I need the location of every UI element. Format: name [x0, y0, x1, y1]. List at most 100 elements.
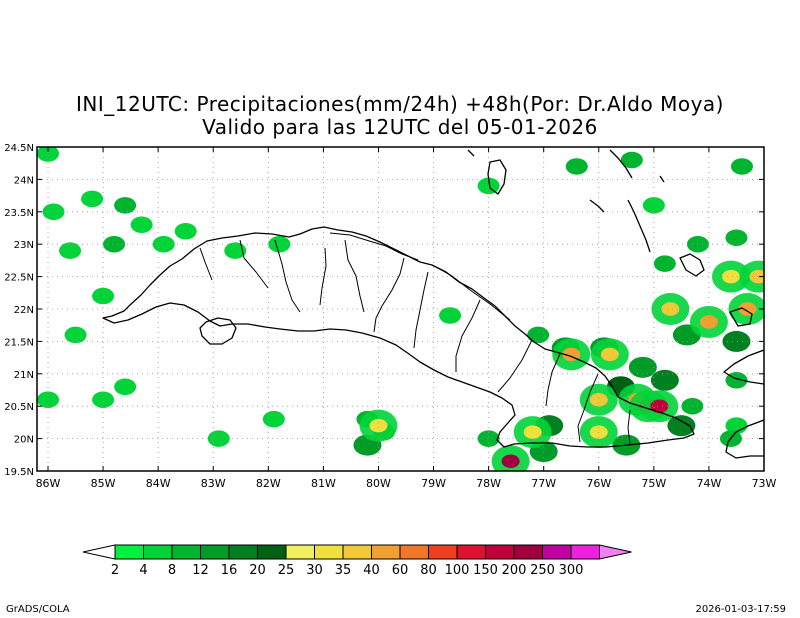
precip-cell: [92, 287, 115, 305]
lon-tick-label: 81W: [311, 477, 336, 490]
precip-cell: [114, 378, 137, 396]
legend-label: 80: [420, 563, 437, 578]
lon-tick-label: 76W: [586, 477, 611, 490]
cay-sal-coastline: [467, 149, 665, 183]
inagua-coastline: [729, 307, 753, 327]
legend-label: 8: [168, 563, 176, 578]
lat-tick-label: 19.5N: [4, 467, 34, 478]
legend-swatch: [171, 544, 201, 560]
legend-swatch: [200, 544, 230, 560]
precip-cell: [562, 347, 581, 362]
lat-tick-label: 24.5N: [4, 143, 34, 154]
precip-cell: [439, 307, 462, 324]
legend-label: 40: [363, 563, 380, 578]
precip-cell: [114, 197, 137, 214]
lon-tick-label: 86W: [36, 477, 61, 490]
ragged-coastline: [589, 199, 605, 213]
precip-cell: [650, 399, 669, 413]
legend-swatch: [114, 544, 144, 560]
precip-cell: [523, 425, 542, 439]
exuma-coastline: [609, 149, 633, 179]
lat-tick-label: 20N: [14, 435, 34, 446]
precip-cell: [369, 418, 388, 433]
lon-tick-label: 73W: [752, 477, 777, 490]
legend-swatch: [570, 544, 600, 560]
precip-cell: [730, 158, 753, 175]
legend-label: 30: [306, 563, 323, 578]
precip-cell: [642, 197, 665, 214]
precipitation-field: [37, 147, 764, 471]
legend-label: 2: [111, 563, 119, 578]
lat-tick-label: 21.5N: [4, 337, 34, 348]
precip-cell: [262, 410, 285, 428]
precip-cell: [589, 392, 608, 407]
precip-cell: [92, 391, 115, 408]
precip-cell: [722, 330, 751, 352]
lat-tick-label: 22.5N: [4, 273, 34, 284]
precip-cell: [37, 391, 60, 408]
legend-label: 300: [559, 563, 584, 578]
precip-cell: [667, 415, 696, 437]
legend-swatch: [257, 544, 287, 560]
lat-tick-label: 20.5N: [4, 402, 34, 413]
lon-tick-label: 83W: [201, 477, 226, 490]
lat-tick-label: 21N: [14, 370, 34, 381]
lon-tick-label: 80W: [366, 477, 391, 490]
lat-lon-grid: [37, 147, 764, 471]
precip-cell: [620, 151, 643, 169]
legend-over-arrow: [599, 544, 632, 560]
legend-swatch: [314, 544, 344, 560]
precipitation-legend: 2 4 8 12 16 20 25 30 35 40 60 80 100 150 200 250 300: [82, 544, 632, 578]
cays-north: [329, 232, 511, 321]
long-island-coastline: [627, 199, 651, 253]
precip-cell: [501, 454, 520, 469]
legend-label: 16: [221, 563, 238, 578]
lon-tick-label: 85W: [91, 477, 116, 490]
precip-cell: [130, 216, 153, 234]
legend-swatch: [542, 544, 572, 560]
hispaniola-north-coastline: [723, 349, 764, 385]
precip-cell: [268, 235, 291, 253]
legend-label: 200: [502, 563, 527, 578]
legend-label: 4: [139, 563, 147, 578]
legend-label: 60: [392, 563, 409, 578]
precip-cell: [661, 302, 680, 316]
acklins-coastline: [679, 253, 705, 277]
legend-swatch: [485, 544, 515, 560]
legend-label: 12: [192, 563, 209, 578]
map-subtitle: Valido para las 12UTC del 05-01-2026: [202, 115, 598, 139]
legend-swatch: [513, 544, 543, 560]
precip-cell: [174, 222, 197, 240]
lat-tick-label: 23.5N: [4, 208, 34, 219]
legend-label: 25: [278, 563, 295, 578]
cuba-coastline: [102, 226, 695, 448]
lon-tick-label: 78W: [476, 477, 501, 490]
precip-cell: [42, 203, 65, 221]
precip-cell: [628, 356, 657, 378]
legend-swatch: [228, 544, 258, 560]
precip-cell: [749, 269, 764, 284]
lon-tick-label: 84W: [146, 477, 171, 490]
precip-cell: [81, 190, 104, 208]
precip-cell: [565, 158, 588, 175]
precip-cell: [477, 177, 500, 195]
legend-swatch: [342, 544, 372, 560]
legend-swatch: [371, 544, 401, 560]
legend-swatch: [143, 544, 173, 560]
precip-cell: [152, 235, 175, 253]
precip-cell: [37, 147, 60, 162]
legend-swatch: [285, 544, 315, 560]
lat-tick-label: 23N: [14, 240, 34, 251]
legend-label: 20: [249, 563, 266, 578]
precip-cell: [207, 430, 230, 447]
precip-cell: [650, 369, 679, 391]
precip-cell: [477, 430, 500, 447]
lon-tick-label: 75W: [641, 477, 666, 490]
legend-label: 250: [530, 563, 555, 578]
grads-credit: GrADS/COLA: [6, 604, 70, 615]
axis-ticks: 86W 85W 84W 83W 82W 81W 80W 79W 78W 77W 76W 75W 74W 7…: [4, 143, 776, 490]
timestamp: 2026-01-03-17:59: [695, 604, 786, 615]
hispaniola-coastline: [725, 419, 764, 459]
precip-cell: [224, 242, 247, 259]
precip-cell: [600, 347, 619, 362]
